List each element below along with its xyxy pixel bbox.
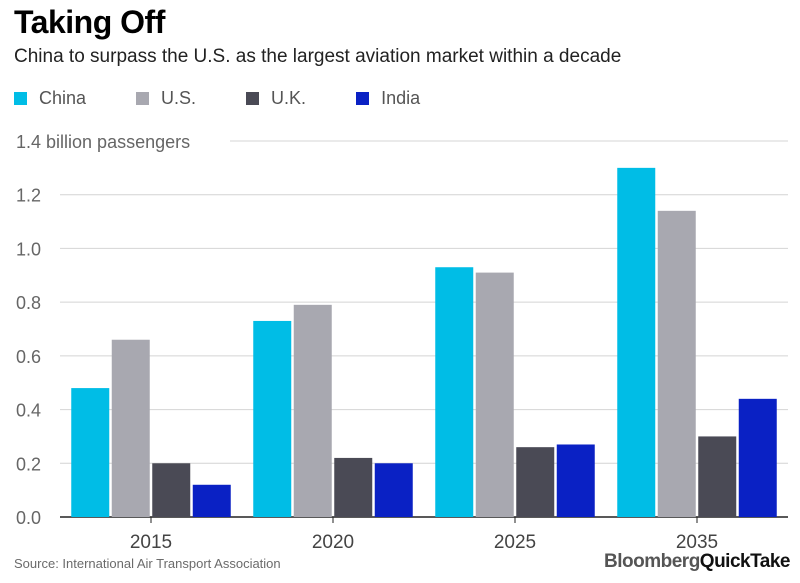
legend-swatch-india bbox=[356, 92, 370, 105]
bar-india-2025 bbox=[556, 444, 595, 517]
bar-us-2035 bbox=[657, 210, 696, 518]
brand-logo-part1: Bloomberg bbox=[604, 551, 700, 572]
bar-india-2015 bbox=[192, 484, 231, 517]
y-tick-label: 0.8 bbox=[16, 293, 41, 313]
x-tick-label: 2015 bbox=[130, 532, 172, 553]
legend-swatch-china bbox=[14, 92, 27, 105]
legend-swatch-uk bbox=[246, 92, 260, 105]
legend-label-india: India bbox=[381, 88, 421, 108]
legend-label-uk: U.K. bbox=[271, 88, 307, 108]
brand-logo-part2: QuickTake bbox=[699, 551, 791, 572]
y-tick-label: 1.2 bbox=[16, 186, 41, 206]
chart-legend: China U.S. U.K. India bbox=[14, 88, 470, 109]
chart-title: Taking Off bbox=[14, 4, 165, 40]
legend-item-india: India bbox=[356, 88, 420, 109]
bar-us-2020 bbox=[293, 304, 332, 517]
x-tick-label: 2020 bbox=[312, 532, 354, 553]
legend-item-china: China bbox=[14, 88, 86, 109]
bar-us-2025 bbox=[475, 272, 514, 517]
bar-china-2015 bbox=[71, 388, 110, 517]
bar-uk-2015 bbox=[152, 463, 191, 517]
bar-india-2035 bbox=[738, 398, 777, 517]
chart-subtitle: China to surpass the U.S. as the largest… bbox=[14, 46, 622, 67]
bar-uk-2025 bbox=[516, 447, 555, 517]
x-tick-label: 2035 bbox=[676, 532, 718, 553]
bar-uk-2035 bbox=[698, 436, 737, 517]
legend-label-us: U.S. bbox=[161, 88, 197, 108]
y-tick-label: 1.0 bbox=[16, 239, 41, 259]
y-tick-label: 0.6 bbox=[16, 347, 41, 367]
legend-swatch-us bbox=[136, 92, 150, 105]
y-tick-label: 0.0 bbox=[16, 508, 41, 528]
bar-china-2025 bbox=[435, 267, 474, 517]
brand-logo: BloombergQuickTake bbox=[604, 551, 790, 573]
legend-item-uk: U.K. bbox=[246, 88, 306, 109]
bar-china-2035 bbox=[617, 167, 656, 517]
y-tick-label: 0.2 bbox=[16, 454, 41, 474]
bar-us-2015 bbox=[111, 339, 150, 517]
y-tick-label: 1.4 billion passengers bbox=[16, 132, 190, 152]
legend-label-china: China bbox=[39, 88, 87, 108]
y-tick-label: 0.4 bbox=[16, 401, 41, 421]
x-tick-label: 2025 bbox=[494, 532, 536, 553]
bar-uk-2020 bbox=[334, 457, 373, 517]
legend-item-us: U.S. bbox=[136, 88, 196, 109]
bar-china-2020 bbox=[253, 320, 292, 517]
bar-india-2020 bbox=[374, 463, 413, 517]
source-note: Source: International Air Transport Asso… bbox=[14, 556, 281, 571]
